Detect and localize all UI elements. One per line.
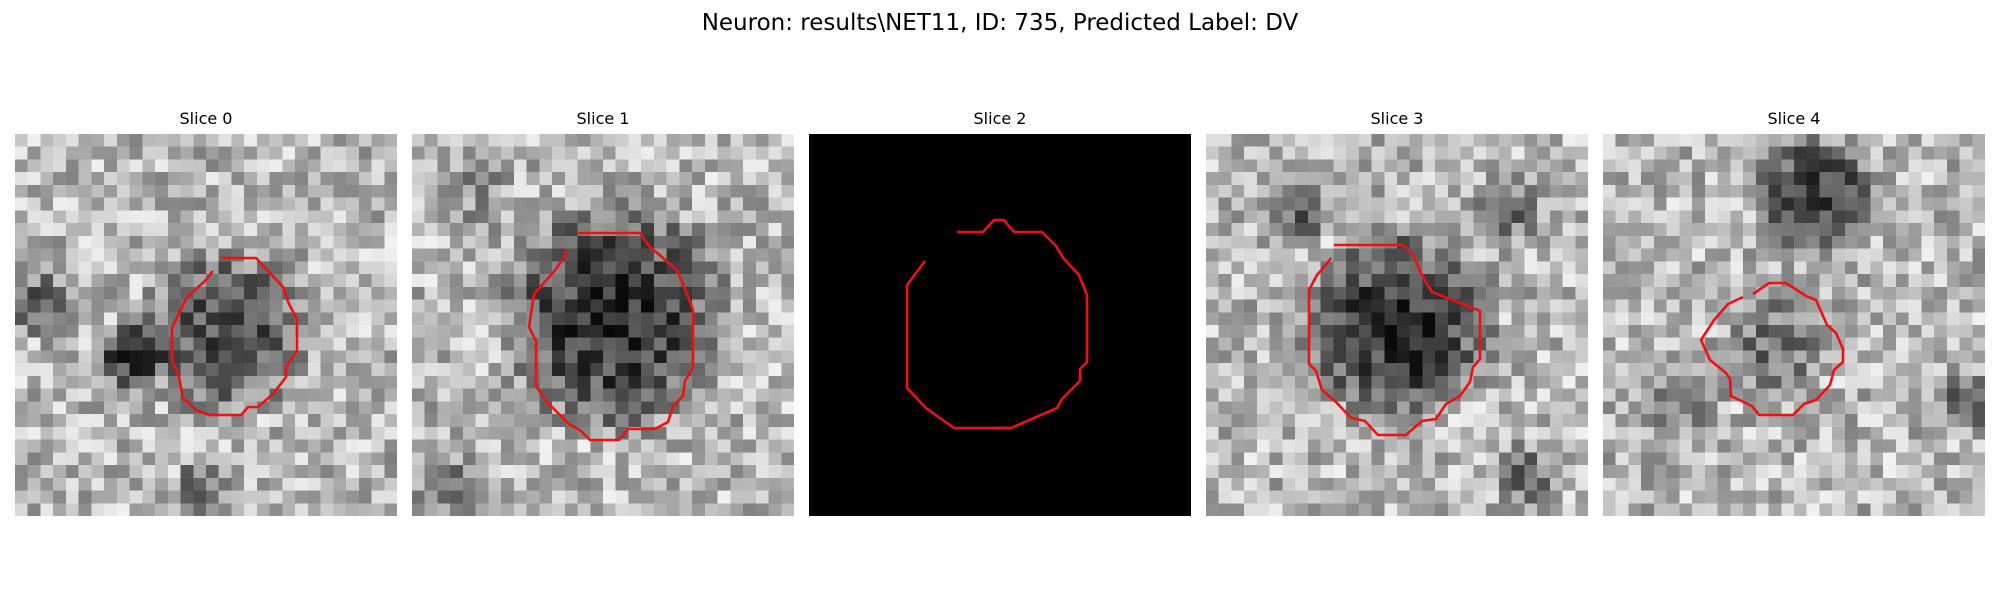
slice-image-1 [412,134,794,516]
slice-title: Slice 3 [1370,109,1424,128]
slice-image-3 [1206,134,1588,516]
slice-image-4 [1603,134,1985,516]
slice-image-0 [15,134,397,516]
cell-contour [1307,243,1482,437]
cell-contour [170,256,299,417]
slice-image-2 [809,134,1191,516]
slice-title: Slice 4 [1767,109,1821,128]
figure-title: Neuron: results\NET11, ID: 735, Predicte… [701,10,1299,36]
slice-title: Slice 2 [973,109,1027,128]
cell-contour [1699,281,1845,417]
cell-contour [905,218,1089,430]
cell-contour [527,231,695,442]
slice-title: Slice 1 [576,109,630,128]
slice-title: Slice 0 [179,109,233,128]
